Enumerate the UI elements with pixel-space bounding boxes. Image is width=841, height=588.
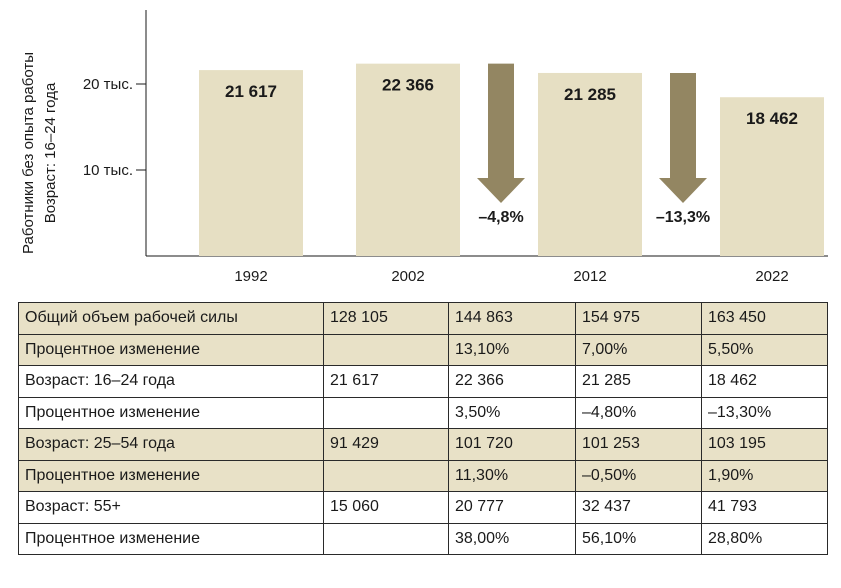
row-label: Процентное изменение [18, 333, 324, 366]
row-label: Процентное изменение [18, 396, 324, 429]
table-cell: 144 863 [448, 302, 576, 335]
y-axis-label-line1: Работники без опыта работы [20, 52, 37, 254]
table-cell: 15 060 [323, 491, 449, 524]
change-label: –4,8% [478, 209, 523, 226]
table-cell: 101 253 [575, 428, 702, 461]
table-cell [323, 522, 449, 555]
table-cell: 32 437 [575, 491, 702, 524]
bar-2012 [538, 72, 642, 256]
table-cell: 20 777 [448, 491, 576, 524]
bar-value-label: 21 617 [225, 82, 277, 101]
x-tick-label: 2022 [755, 268, 788, 285]
table-cell: –13,30% [701, 396, 828, 429]
table-cell: 101 720 [448, 428, 576, 461]
table-cell [323, 459, 449, 492]
row-label: Процентное изменение [18, 522, 324, 555]
table-cell: 163 450 [701, 302, 828, 335]
table-cell: 41 793 [701, 491, 828, 524]
table-row: Возраст: 16–24 года 21 617 22 366 21 285 18 … [18, 365, 828, 398]
bar-2022 [720, 97, 824, 256]
y-tick-label: 10 тыс. [83, 162, 133, 179]
table-row: Возраст: 55+ 15 060 20 777 32 437 41 793 [18, 491, 828, 524]
x-tick-label: 2012 [573, 268, 606, 285]
table-cell: 56,10% [575, 522, 702, 555]
row-label: Возраст: 55+ [18, 491, 324, 524]
row-label: Возраст: 25–54 года [18, 428, 324, 461]
y-axis-label-line2: Возраст: 16–24 года [42, 82, 59, 223]
table-cell: 18 462 [701, 365, 828, 398]
table-row: Возраст: 25–54 года 91 429 101 720 101 253 1… [18, 428, 828, 461]
x-tick-label: 1992 [234, 268, 267, 285]
bar-value-label: 22 366 [382, 76, 434, 95]
table-cell: 91 429 [323, 428, 449, 461]
table-cell: –4,80% [575, 396, 702, 429]
change-label: –13,3% [656, 209, 710, 226]
table-cell: 5,50% [701, 333, 828, 366]
x-tick-label: 2002 [391, 268, 424, 285]
y-tick-label: 20 тыс. [83, 76, 133, 93]
down-arrow-icon [477, 63, 525, 203]
bar-value-label: 21 285 [564, 85, 616, 104]
table-row: Процентное изменение 38,00% 56,10% 28,80% [18, 522, 828, 555]
table-body: Общий объем рабочей силы 128 105 144 863 15… [18, 302, 828, 555]
table-cell: 154 975 [575, 302, 702, 335]
bar-1992 [199, 70, 303, 256]
data-table: Общий объем рабочей силы 128 105 144 863 15… [18, 302, 828, 555]
table-cell: 21 285 [575, 365, 702, 398]
table-cell: 13,10% [448, 333, 576, 366]
table-cell: 38,00% [448, 522, 576, 555]
table-cell: 103 195 [701, 428, 828, 461]
table-cell: 21 617 [323, 365, 449, 398]
table-cell: 11,30% [448, 459, 576, 492]
row-label: Процентное изменение [18, 459, 324, 492]
row-label: Возраст: 16–24 года [18, 365, 324, 398]
bar-value-label: 18 462 [746, 109, 798, 128]
table-row: Процентное изменение 13,10% 7,00% 5,50% [18, 333, 828, 366]
table-cell: 1,90% [701, 459, 828, 492]
bar-chart: 10 тыс. 20 тыс. Работники без опыта работы… [20, 10, 828, 285]
down-arrow-icon [659, 72, 707, 203]
table-cell: 22 366 [448, 365, 576, 398]
table-cell: 128 105 [323, 302, 449, 335]
table-row: Общий объем рабочей силы 128 105 144 863 15… [18, 302, 828, 335]
table-cell: 7,00% [575, 333, 702, 366]
table-cell: –0,50% [575, 459, 702, 492]
table-cell [323, 333, 449, 366]
table-cell: 3,50% [448, 396, 576, 429]
table-row: Процентное изменение 3,50% –4,80% –13,30% [18, 396, 828, 429]
table-row: Процентное изменение 11,30% –0,50% 1,90% [18, 459, 828, 492]
table-cell [323, 396, 449, 429]
row-label: Общий объем рабочей силы [18, 302, 324, 335]
table-cell: 28,80% [701, 522, 828, 555]
bar-2002 [356, 63, 460, 256]
